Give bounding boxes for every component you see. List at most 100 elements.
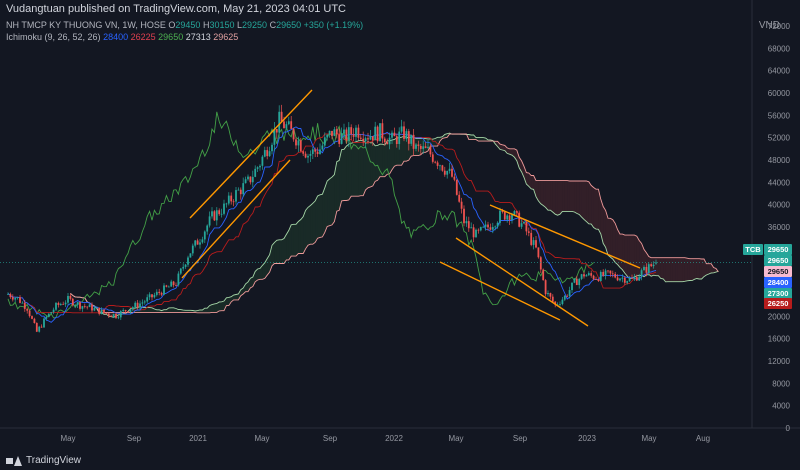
candle-body xyxy=(331,130,333,136)
candle-body xyxy=(559,304,561,305)
candle-body xyxy=(119,311,122,318)
candle-body xyxy=(237,189,240,191)
candle-body xyxy=(614,273,617,278)
kumo-cloud-segment xyxy=(552,180,556,215)
price-badge-value: 27300 xyxy=(768,289,789,298)
kumo-cloud-segment xyxy=(593,187,596,230)
kumo-cloud-segment xyxy=(315,195,318,243)
candle-body xyxy=(547,293,549,295)
candle-body xyxy=(242,183,245,195)
y-tick-label: 64000 xyxy=(768,67,791,76)
kumo-cloud-segment xyxy=(207,305,210,313)
x-tick-label: May xyxy=(60,434,75,443)
kumo-cloud-segment xyxy=(596,189,599,230)
candle-body xyxy=(647,264,650,273)
candle-body xyxy=(537,247,540,258)
candle-body xyxy=(422,146,425,149)
candle-body xyxy=(124,310,127,312)
kumo-cloud-segment xyxy=(548,180,551,211)
kumo-cloud-segment xyxy=(296,221,299,257)
kumo-cloud-segment xyxy=(672,257,676,282)
candle-body xyxy=(206,225,209,232)
candle-body xyxy=(302,151,305,154)
candle-body xyxy=(619,278,621,281)
kumo-cloud-segment xyxy=(624,235,628,277)
kumo-cloud-segment xyxy=(382,144,385,177)
kumo-cloud-segment xyxy=(363,140,366,196)
candle-body xyxy=(458,194,461,202)
candle-body xyxy=(412,134,415,149)
candle-body xyxy=(105,313,108,314)
y-tick-label: 16000 xyxy=(768,335,791,344)
candle-body xyxy=(359,137,362,139)
candle-body xyxy=(26,308,29,311)
candle-body xyxy=(201,239,204,243)
candle-body xyxy=(470,227,473,229)
kumo-cloud-segment xyxy=(696,258,700,279)
candle-body xyxy=(542,269,545,281)
price-badge xyxy=(764,298,792,309)
candle-body xyxy=(151,294,153,298)
candle-body xyxy=(122,310,125,312)
candle-body xyxy=(64,302,67,305)
kumo-cloud-segment xyxy=(226,297,229,306)
candle-body xyxy=(417,144,420,146)
candle-body xyxy=(551,296,554,302)
candle-body xyxy=(316,151,319,155)
price-badge xyxy=(764,255,792,266)
candle-body xyxy=(127,311,129,313)
kumo-cloud-segment xyxy=(401,136,404,166)
kumo-cloud-segment xyxy=(149,307,152,313)
kumo-cloud-segment xyxy=(418,138,421,156)
candle-body xyxy=(259,165,261,168)
kumo-cloud-segment xyxy=(171,307,174,313)
kumo-cloud-segment xyxy=(540,180,544,206)
candle-body xyxy=(590,273,593,276)
candle-body xyxy=(45,316,48,319)
candle-body xyxy=(19,297,21,303)
kumo-cloud-segment xyxy=(260,265,263,280)
candle-body xyxy=(14,298,17,300)
kumo-cloud-segment xyxy=(204,308,208,313)
currency-label: VND xyxy=(758,20,780,31)
kumo-cloud-segment xyxy=(272,242,275,266)
kumo-cloud-segment xyxy=(622,234,625,274)
candle-body xyxy=(81,306,84,309)
candle-body xyxy=(213,211,216,221)
candle-body xyxy=(7,294,9,295)
kumo-cloud-segment xyxy=(610,218,613,260)
candle-body xyxy=(275,129,278,133)
kumo-cloud-segment xyxy=(538,180,541,204)
candle-body xyxy=(518,212,521,227)
candle-body xyxy=(580,274,583,279)
kumo-cloud-segment xyxy=(224,297,227,311)
kumo-cloud-segment xyxy=(572,180,575,212)
candle-body xyxy=(38,326,41,332)
candle-body xyxy=(347,127,350,141)
candle-body xyxy=(436,162,439,166)
kumo-cloud-segment xyxy=(598,189,601,234)
candle-body xyxy=(263,150,266,157)
brand-name: TradingView xyxy=(26,455,82,466)
kumo-cloud-segment xyxy=(574,180,577,214)
candle-body xyxy=(419,145,422,149)
kumo-cloud-segment xyxy=(291,224,294,257)
candle-body xyxy=(88,304,91,308)
candle-body xyxy=(611,273,614,275)
candle-body xyxy=(172,281,175,286)
kumo-cloud-segment xyxy=(243,283,246,294)
trend-line xyxy=(439,261,561,321)
candle-body xyxy=(182,266,185,269)
candle-body xyxy=(446,171,449,175)
candle-body xyxy=(11,297,14,300)
kumo-cloud-segment xyxy=(300,216,304,254)
candle-body xyxy=(511,214,513,220)
candle-body xyxy=(571,282,573,291)
kumo-cloud-segment xyxy=(665,257,668,282)
price-badge-value: 29650 xyxy=(768,267,789,276)
candle-body xyxy=(463,208,465,224)
kumo-cloud-segment xyxy=(699,258,702,279)
candle-body xyxy=(251,176,254,183)
price-badge-value: 26250 xyxy=(768,299,789,308)
